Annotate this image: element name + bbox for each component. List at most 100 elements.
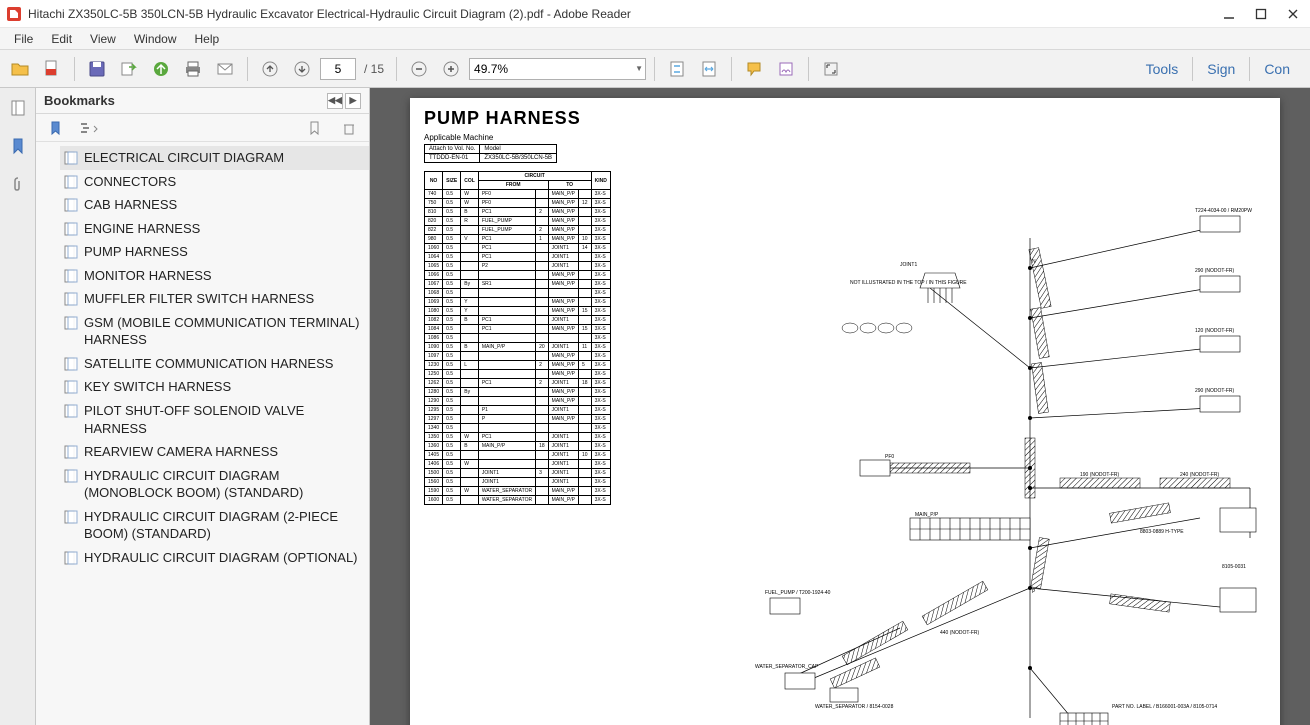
table-row: 10640.5PC1JOINT13X-S	[425, 253, 611, 262]
table-row: 10820.5BPC1JOINT13X-S	[425, 316, 611, 325]
print-button[interactable]	[179, 55, 207, 83]
separator	[74, 57, 75, 81]
save-button[interactable]	[83, 55, 111, 83]
bookmarks-list: ELECTRICAL CIRCUIT DIAGRAMCONNECTORS CAB …	[36, 142, 369, 725]
title-left: Hitachi ZX350LC-5B 350LCN-5B Hydraulic E…	[6, 6, 631, 22]
open-button[interactable]	[6, 55, 34, 83]
bookmark-item-icon	[64, 551, 78, 565]
bookmark-item[interactable]: HYDRAULIC CIRCUIT DIAGRAM (OPTIONAL)	[60, 546, 369, 570]
bookmark-item[interactable]: ELECTRICAL CIRCUIT DIAGRAM	[60, 146, 369, 170]
bookmark-item-icon	[64, 222, 78, 236]
zoom-out-button[interactable]	[405, 55, 433, 83]
table-row: 15600.5JOINT1JOINT13X-S	[425, 478, 611, 487]
find-bookmark-button[interactable]	[301, 114, 329, 142]
table-row: 10800.5YMAIN_P/P153X-S	[425, 307, 611, 316]
bookmark-item[interactable]: CONNECTORS	[60, 170, 369, 194]
minimize-button[interactable]	[1222, 7, 1236, 21]
svg-text:290 (NODOT-FR): 290 (NODOT-FR)	[1195, 268, 1235, 274]
main-area: Bookmarks ◀◀ ▶ ELECTRICAL CIRCUIT DIAGRA…	[0, 88, 1310, 725]
svg-text:8105-0031: 8105-0031	[1222, 564, 1246, 570]
zoom-select-wrap: ▼	[469, 58, 646, 80]
table-row: 12900.5MAIN_P/P3X-S	[425, 397, 611, 406]
zoom-in-button[interactable]	[437, 55, 465, 83]
table-row: 13600.5BMAIN_P/P18JOINT13X-S	[425, 442, 611, 451]
table-row: 10900.5BMAIN_P/P20JOINT1113X-S	[425, 343, 611, 352]
svg-text:290 (NODOT-FR): 290 (NODOT-FR)	[1195, 388, 1235, 394]
bookmark-item[interactable]: MONITOR HARNESS	[60, 264, 369, 288]
thumbnails-tab[interactable]	[4, 94, 32, 122]
menu-window[interactable]: Window	[126, 30, 185, 48]
table-row: 8200.5RFUEL_PUMPMAIN_P/P3X-S	[425, 217, 611, 226]
email-button[interactable]	[211, 55, 239, 83]
bookmark-item[interactable]: KEY SWITCH HARNESS	[60, 375, 369, 399]
fit-width-button[interactable]	[695, 55, 723, 83]
bookmark-item[interactable]: REARVIEW CAMERA HARNESS	[60, 440, 369, 464]
bookmark-item[interactable]: SATELLITE COMMUNICATION HARNESS	[60, 352, 369, 376]
comment-button[interactable]	[740, 55, 768, 83]
bookmark-item[interactable]: MUFFLER FILTER SWITCH HARNESS	[60, 287, 369, 311]
bookmark-item[interactable]: HYDRAULIC CIRCUIT DIAGRAM (2-PIECE BOOM)…	[60, 505, 369, 546]
bookmark-item-icon	[64, 269, 78, 283]
bookmark-item[interactable]: GSM (MOBILE COMMUNICATION TERMINAL) HARN…	[60, 311, 369, 352]
table-row: 7500.5WPF0MAIN_P/P123X-S	[425, 199, 611, 208]
page-total-label: / 15	[360, 62, 388, 76]
bookmarks-tab[interactable]	[4, 132, 32, 160]
bookmark-label: CAB HARNESS	[84, 196, 365, 214]
menu-edit[interactable]: Edit	[43, 30, 80, 48]
svg-text:190 (NODOT-FR): 190 (NODOT-FR)	[1080, 472, 1120, 478]
read-mode-button[interactable]	[817, 55, 845, 83]
table-row: 7400.5WPF0MAIN_P/P3X-S	[425, 190, 611, 199]
bookmark-label: HYDRAULIC CIRCUIT DIAGRAM (2-PIECE BOOM)…	[84, 508, 365, 543]
export-button[interactable]	[115, 55, 143, 83]
tools-button[interactable]: Tools	[1132, 53, 1193, 85]
delete-bookmark-button[interactable]	[335, 114, 363, 142]
sign-button[interactable]: Sign	[1193, 53, 1249, 85]
bookmark-label: MUFFLER FILTER SWITCH HARNESS	[84, 290, 365, 308]
bookmark-item-icon	[64, 445, 78, 459]
svg-text:WATER_SEPARATOR / 8154-0028: WATER_SEPARATOR / 8154-0028	[815, 704, 894, 710]
bookmark-item[interactable]: PUMP HARNESS	[60, 240, 369, 264]
table-row: 8220.5FUEL_PUMP2MAIN_P/P3X-S	[425, 226, 611, 235]
zoom-select[interactable]	[469, 58, 646, 80]
bookmark-item-icon	[64, 510, 78, 524]
bookmark-item-icon	[64, 357, 78, 371]
new-bookmark-button[interactable]	[42, 114, 70, 142]
svg-text:P: P	[1032, 589, 1036, 595]
table-row: 12620.5PC12JOINT1183X-S	[425, 379, 611, 388]
bookmark-item-icon	[64, 404, 78, 418]
bookmark-options-button[interactable]	[76, 114, 104, 142]
svg-text:NOT ILLUSTRATED IN THE TOP / I: NOT ILLUSTRATED IN THE TOP / IN THIS FIG…	[850, 280, 967, 286]
prev-page-button[interactable]	[256, 55, 284, 83]
svg-text:MAIN_P/P: MAIN_P/P	[915, 512, 939, 518]
pdf-page: PUMP HARNESS Applicable Machine Attach t…	[410, 98, 1280, 725]
bookmark-item-icon	[64, 316, 78, 330]
page-number-input[interactable]	[320, 58, 356, 80]
table-row: 10670.5BySR1MAIN_P/P3X-S	[425, 280, 611, 289]
table-row: 10660.5MAIN_P/P3X-S	[425, 271, 611, 280]
close-pane-button[interactable]: ▶	[345, 93, 361, 109]
svg-text:FUEL_PUMP / T200-1924-40: FUEL_PUMP / T200-1924-40	[765, 590, 831, 596]
attachments-tab[interactable]	[4, 170, 32, 198]
collapse-button[interactable]: ◀◀	[327, 93, 343, 109]
bookmark-item[interactable]: ENGINE HARNESS	[60, 217, 369, 241]
maximize-button[interactable]	[1254, 7, 1268, 21]
fit-page-button[interactable]	[663, 55, 691, 83]
menu-file[interactable]: File	[6, 30, 41, 48]
info-table: Attach to Vol. No.Model TTDDD-EN-01ZX350…	[424, 144, 557, 163]
bookmark-item[interactable]: PILOT SHUT-OFF SOLENOID VALVE HARNESS	[60, 399, 369, 440]
comment-panel-button[interactable]: Con	[1250, 53, 1304, 85]
svg-text:T224-4034-00 / RM20PW: T224-4034-00 / RM20PW	[1195, 208, 1252, 214]
document-view[interactable]: PUMP HARNESS Applicable Machine Attach t…	[370, 88, 1310, 725]
share-button[interactable]	[147, 55, 175, 83]
svg-text:JOINT1: JOINT1	[900, 262, 917, 268]
bookmark-item[interactable]: CAB HARNESS	[60, 193, 369, 217]
next-page-button[interactable]	[288, 55, 316, 83]
create-pdf-button[interactable]	[38, 55, 66, 83]
fill-sign-button[interactable]	[772, 55, 800, 83]
menu-help[interactable]: Help	[187, 30, 228, 48]
close-button[interactable]	[1286, 7, 1300, 21]
svg-text:WATER_SEPARATOR_CAP: WATER_SEPARATOR_CAP	[755, 664, 819, 670]
svg-text:N: N	[1032, 259, 1036, 265]
bookmark-item[interactable]: HYDRAULIC CIRCUIT DIAGRAM (MONOBLOCK BOO…	[60, 464, 369, 505]
menu-view[interactable]: View	[82, 30, 124, 48]
